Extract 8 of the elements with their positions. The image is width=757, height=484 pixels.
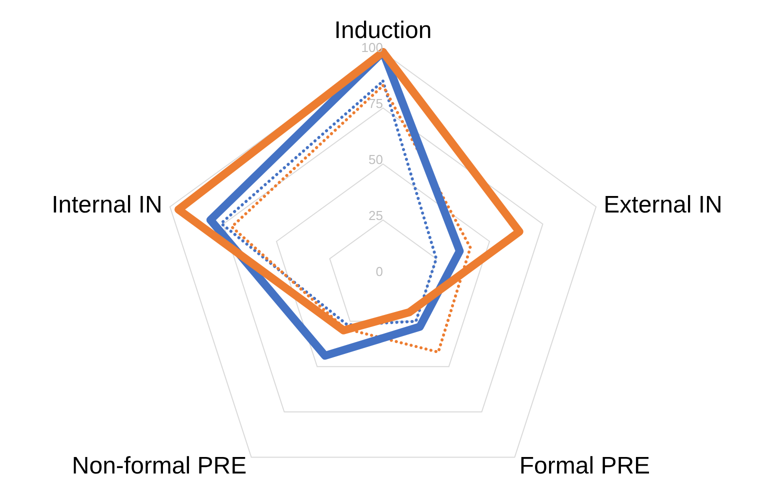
- y-tick-label: 25: [368, 208, 383, 223]
- spoke-label: Formal PRE: [519, 452, 650, 480]
- spoke-label: Non-formal PRE: [72, 452, 247, 480]
- y-tick-label: 0: [376, 264, 383, 279]
- y-tick-label: 75: [368, 96, 383, 111]
- y-tick-label: 50: [368, 152, 383, 167]
- spoke-label: External IN: [604, 191, 722, 218]
- spoke-label: Internal IN: [52, 191, 162, 218]
